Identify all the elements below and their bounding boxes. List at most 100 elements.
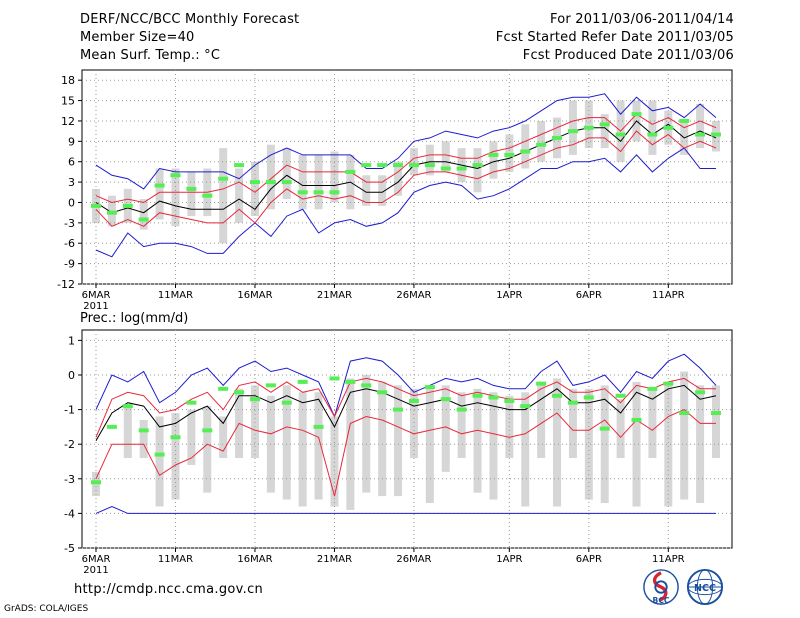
- x-tick-label: 11MAR: [158, 290, 193, 301]
- ensemble-box: [394, 161, 403, 196]
- observed-marker: [186, 186, 197, 191]
- ensemble-box: [648, 388, 657, 459]
- observed-marker: [377, 163, 388, 168]
- observed-marker: [711, 132, 721, 137]
- y-tick-label: -3: [64, 473, 75, 486]
- y-tick-label: 6: [68, 156, 75, 169]
- observed-marker: [488, 152, 499, 157]
- observed-marker: [154, 183, 165, 188]
- ensemble-box: [298, 392, 307, 507]
- ensemble-box: [219, 416, 228, 459]
- y-tick-label: 12: [61, 115, 75, 128]
- series-outer-lower: [95, 147, 716, 258]
- ensemble-box: [696, 103, 705, 149]
- series-ensemble-mean: [95, 384, 717, 441]
- observed-marker: [504, 398, 515, 403]
- observed-marker: [393, 163, 404, 168]
- series-inner-upper: [95, 377, 716, 438]
- chart-panel-1: -12 -9 -6 -3 0 3 6 9 12 15 18 6MAR 11MAR 16MAR 21MAR 26…: [57, 69, 733, 312]
- observed-marker: [520, 149, 531, 154]
- observed-marker: [552, 393, 563, 398]
- observed-marker: [711, 411, 721, 416]
- observed-marker: [170, 435, 181, 440]
- y-tick-label: 3: [68, 176, 75, 189]
- observed-marker: [122, 404, 133, 409]
- ncc-logo: NCC: [686, 568, 724, 606]
- ensemble-box: [632, 381, 641, 507]
- y-tick-label: -2: [64, 438, 75, 451]
- ensemble-box: [282, 385, 291, 500]
- ensemble-box: [537, 120, 546, 162]
- ensemble-box: [457, 392, 466, 459]
- ensemble-box: [441, 385, 450, 472]
- variable-label: Mean Surf. Temp.: °C: [80, 48, 221, 63]
- member-size-label: Member Size=40: [80, 30, 195, 45]
- observed-marker: [440, 166, 451, 171]
- observed-marker: [424, 163, 435, 168]
- panel-title: Prec.: log(mm/d): [80, 311, 188, 326]
- ensemble-box: [425, 144, 434, 176]
- ensemble-box: [553, 378, 562, 507]
- ensemble-box: [473, 388, 482, 493]
- ensemble-box: [187, 409, 196, 465]
- ensemble-box: [712, 385, 720, 459]
- observed-marker: [265, 383, 276, 388]
- y-tick-label: -9: [64, 258, 75, 271]
- observed-marker: [345, 379, 356, 384]
- observed-marker: [91, 203, 101, 208]
- ensemble-box: [616, 399, 625, 459]
- ensemble-box: [330, 151, 339, 203]
- observed-marker: [424, 385, 435, 390]
- observed-marker: [695, 132, 706, 137]
- ensemble-box: [473, 148, 482, 193]
- observed-marker: [663, 125, 674, 130]
- ncc-logo-text: NCC: [694, 583, 716, 594]
- ensemble-box: [282, 148, 291, 200]
- ensemble-box: [235, 168, 244, 223]
- fcst-started-label: Fcst Started Refer Date 2011/03/05: [495, 30, 734, 45]
- observed-marker: [631, 417, 642, 422]
- ensemble-box: [537, 385, 546, 459]
- observed-marker: [297, 379, 308, 384]
- ensemble-box: [568, 388, 577, 459]
- observed-marker: [91, 480, 101, 485]
- x-tick-label: 1APR: [496, 290, 522, 301]
- observed-marker: [234, 390, 245, 395]
- observed-marker: [647, 132, 658, 137]
- observed-marker: [567, 129, 578, 134]
- ensemble-box: [664, 381, 673, 507]
- ensemble-box: [521, 392, 530, 507]
- observed-marker: [456, 407, 467, 412]
- observed-marker: [631, 112, 642, 117]
- ensemble-box: [362, 175, 371, 206]
- observed-marker: [536, 142, 547, 147]
- ensemble-box: [568, 100, 577, 155]
- ensemble-box: [330, 416, 339, 507]
- observed-marker: [377, 390, 388, 395]
- ensemble-box: [266, 144, 275, 210]
- observed-marker: [615, 393, 626, 398]
- observed-marker: [218, 386, 229, 391]
- ensemble-box: [314, 392, 323, 500]
- observed-marker: [679, 411, 690, 416]
- source-url: http://cmdp.ncc.cma.gov.cn: [74, 582, 264, 597]
- observed-marker: [313, 424, 324, 429]
- series-inner-upper: [95, 113, 717, 204]
- observed-marker: [122, 203, 133, 208]
- observed-marker: [361, 383, 372, 388]
- x-tick-label: 6APR: [576, 554, 602, 565]
- observed-marker: [599, 122, 610, 127]
- ensemble-box: [409, 388, 418, 459]
- ensemble-box: [250, 161, 259, 217]
- y-tick-label: -6: [64, 237, 75, 250]
- x-tick-label: 11MAR: [158, 554, 193, 565]
- ensemble-box: [219, 148, 228, 244]
- y-tick-label: 1: [68, 334, 75, 347]
- series-inner-lower: [95, 409, 716, 497]
- x-tick-label: 6APR: [576, 290, 602, 301]
- ensemble-box: [378, 175, 387, 206]
- ensemble-box: [521, 124, 530, 169]
- x-tick-label: 11APR: [652, 554, 685, 565]
- x-tick-label: 11APR: [652, 290, 685, 301]
- observed-marker: [106, 424, 117, 429]
